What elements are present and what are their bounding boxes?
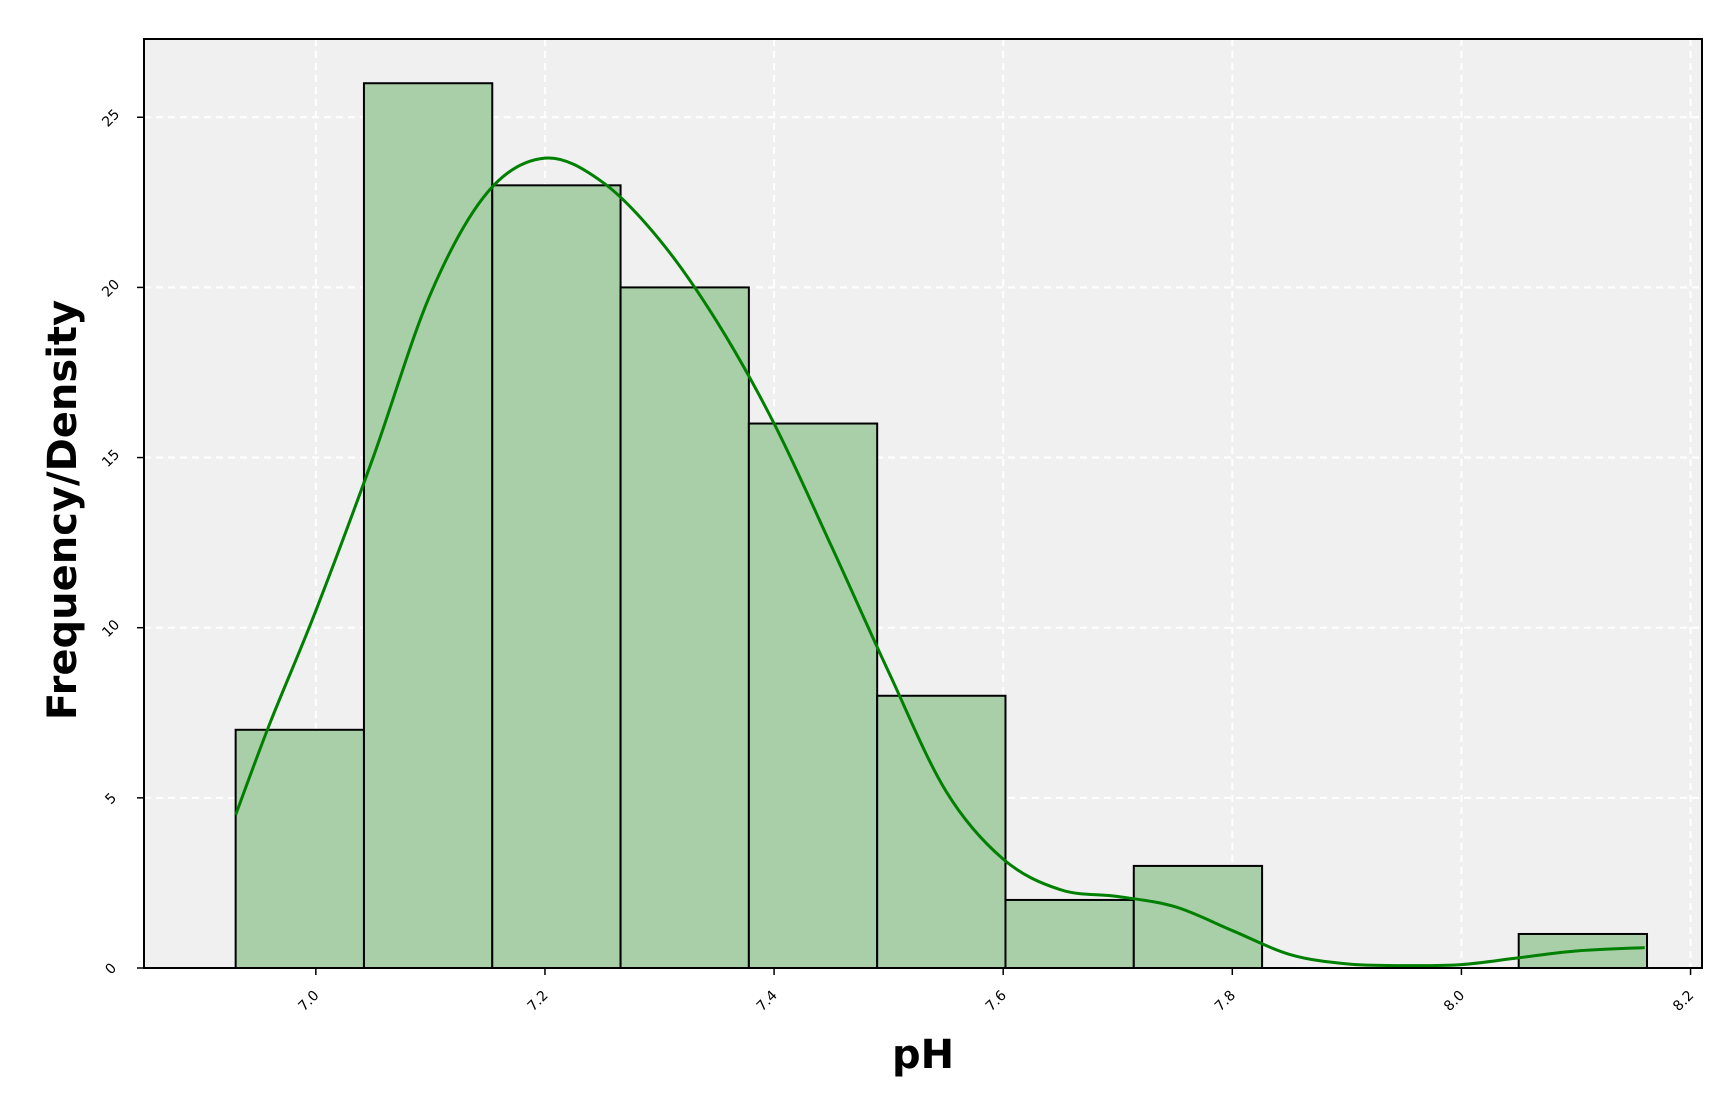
x-axis-ticks: 7.0 7.2 7.4 7.6 7.8 8.0 8.2 — [295, 968, 1697, 1015]
y-tick-label: 10 — [99, 617, 123, 641]
plot-frame — [143, 38, 1703, 969]
y-tick-label: 0 — [102, 960, 120, 978]
x-tick-label: 7.6 — [983, 988, 1010, 1015]
x-tick-label: 7.2 — [525, 988, 552, 1015]
x-tick-label: 7.0 — [295, 988, 322, 1015]
y-tick-label: 15 — [99, 447, 123, 471]
histogram-bars — [234, 82, 1649, 970]
histogram-bar — [619, 286, 750, 969]
x-axis-label: pH — [892, 1032, 954, 1078]
x-tick-label: 7.4 — [754, 988, 781, 1015]
histogram-bar — [1004, 898, 1135, 970]
x-tick-label: 8.0 — [1441, 988, 1468, 1015]
histogram-bar — [876, 694, 1007, 969]
y-axis-label: Frequency/Density — [40, 300, 86, 720]
y-axis-ticks: 0 5 10 15 20 25 — [99, 106, 144, 978]
histogram-bar — [234, 728, 365, 969]
x-tick-label: 8.2 — [1670, 988, 1697, 1015]
x-tick-label: 7.8 — [1212, 988, 1239, 1015]
y-tick-label: 20 — [99, 277, 123, 301]
y-tick-label: 25 — [99, 106, 123, 130]
y-tick-label: 5 — [102, 790, 120, 808]
histogram-bar — [362, 82, 494, 969]
histogram-bar — [491, 184, 622, 970]
kde-curve — [234, 156, 1645, 968]
